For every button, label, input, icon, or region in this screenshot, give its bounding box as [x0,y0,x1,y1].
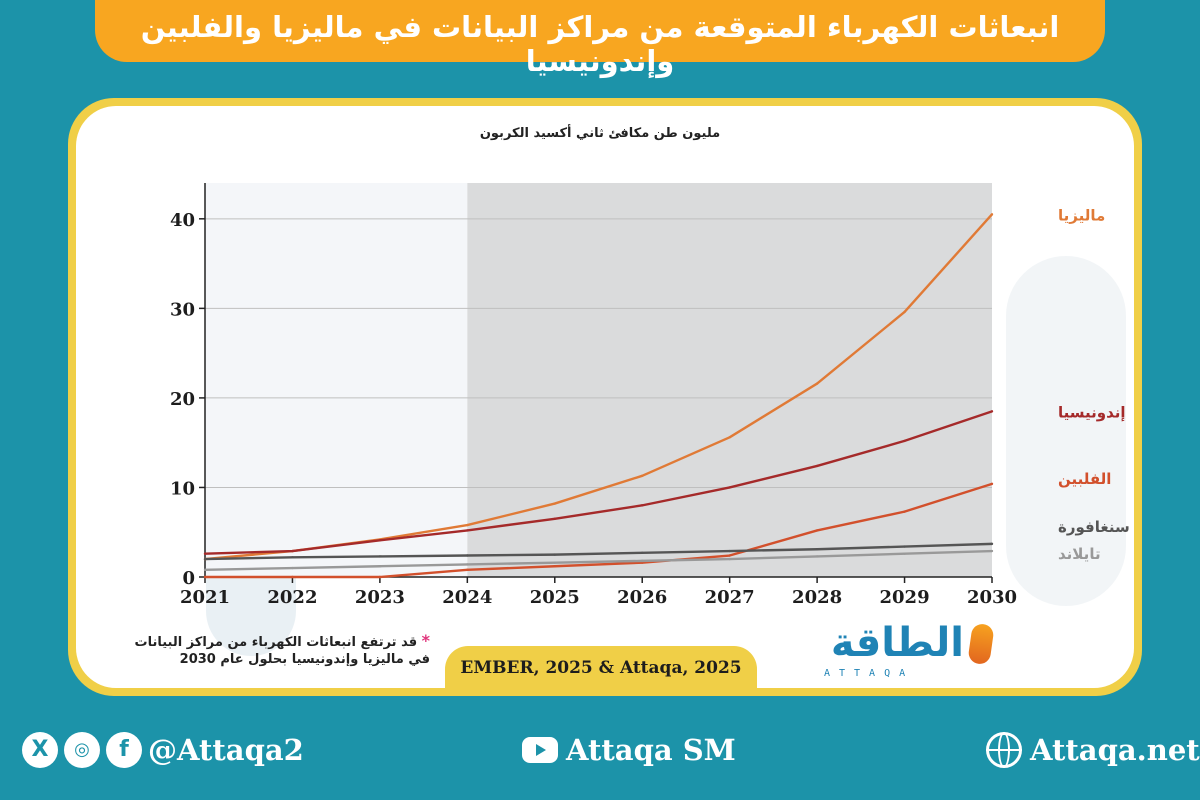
y-axis-label: مليون طن مكافئ ثاني أكسيد الكربون [480,124,720,141]
data-point [641,559,644,563]
x-tick-label: 2021 [180,587,230,608]
chart-title: انبعاثات الكهرباء المتوقعة من مراكز البي… [140,10,1060,78]
facebook-icon[interactable]: f [106,732,142,768]
data-point [815,555,819,558]
data-point [903,545,906,548]
data-point [990,549,994,553]
logo-text: الطاقة [830,620,964,666]
data-point [553,553,556,556]
data-point [466,568,469,572]
globe-icon[interactable] [986,732,1022,768]
drop-icon [967,622,995,666]
source-text: EMBER, 2025 & Attaqa, 2025 [460,658,742,678]
note-line-1: قد ترتفع انبعاثات الكهرباء من مراكز البي… [134,635,418,650]
social-handle[interactable]: @Attaqa2 [148,733,304,767]
x-icon[interactable]: X [22,732,58,768]
data-point [203,575,207,579]
note-line-2: في ماليزيا وإندونيسيا بحلول عام 2030 [179,652,430,667]
data-point [815,382,819,385]
data-point [378,575,382,579]
data-point [466,554,469,557]
y-tick-label: 30 [170,299,195,320]
data-point [203,557,207,561]
data-point [815,529,819,532]
website-link[interactable]: Attaqa.net [1030,733,1200,767]
series-line [204,542,993,561]
data-point [903,510,906,513]
x-tick-label: 2026 [617,587,667,608]
data-point [291,556,294,559]
data-point [728,557,731,561]
data-point [291,549,294,553]
data-point [466,529,469,532]
youtube-icon[interactable] [522,737,558,763]
data-point [291,575,294,579]
data-point [553,561,556,564]
series-label: ماليزيا [1058,206,1105,224]
footnote: * قد ترتفع انبعاثات الكهرباء من مراكز ال… [100,632,430,668]
data-point [203,552,207,555]
data-point [990,482,994,486]
data-point [378,565,382,568]
data-point [203,568,207,572]
data-point [466,523,469,527]
data-point [378,539,382,542]
x-tick-label: 2028 [792,587,842,608]
data-point [641,551,644,555]
y-tick-label: 40 [170,210,195,231]
data-point [728,549,731,553]
attaqa-logo: الطاقة ATTAQA [808,620,998,684]
x-tick-label: 2025 [530,587,580,608]
data-point [553,565,556,568]
watermark-shape-right [1006,256,1126,606]
series-label: إندونيسيا [1058,403,1126,421]
x-tick-label: 2023 [355,587,405,608]
youtube-handle[interactable]: Attaqa SM [566,733,736,767]
data-point [728,554,731,557]
note-star: * [421,631,430,650]
data-point [815,464,819,468]
data-point [553,502,556,505]
y-tick-label: 20 [170,389,195,410]
data-point [641,504,644,507]
x-tick-label: 2022 [267,587,317,608]
instagram-icon[interactable]: ◎ [64,732,100,768]
y-tick-label: 10 [170,478,195,499]
data-point [815,548,819,551]
series-label: سنغافورة [1058,518,1130,536]
series-line [204,549,993,572]
data-point [728,486,731,489]
data-point [903,310,906,314]
data-point [990,410,994,413]
title-banner: انبعاثات الكهرباء المتوقعة من مراكز البي… [95,0,1105,78]
x-tick-label: 2027 [705,587,755,608]
series-line [205,482,993,579]
data-point [553,517,556,520]
data-point [903,439,906,443]
data-point [990,213,994,216]
series-label: تايلاند [1058,545,1101,563]
data-point [378,555,382,558]
data-point [641,474,644,478]
data-point [728,436,731,439]
x-tick-label: 2029 [880,587,930,608]
series-label: الفلبين [1058,470,1111,488]
x-tick-label: 2030 [967,587,1017,608]
series-line [204,410,993,555]
y-tick-label: 0 [182,568,195,589]
data-point [990,542,994,546]
history-region [205,183,468,577]
logo-subtext: ATTAQA [824,668,915,679]
source-banner: EMBER, 2025 & Attaqa, 2025 [445,646,757,692]
data-point [903,552,906,555]
data-point [291,566,294,570]
data-point [466,563,469,566]
forecast-region [467,183,992,577]
x-tick-label: 2024 [442,587,492,608]
